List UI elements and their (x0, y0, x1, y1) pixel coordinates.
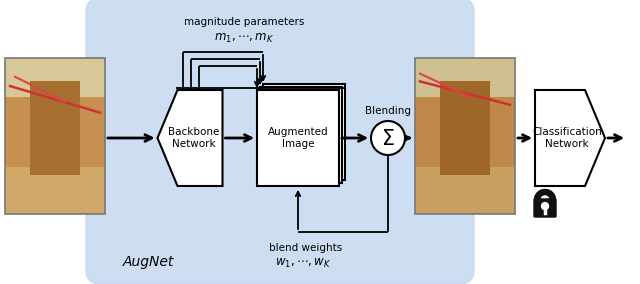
Bar (5, 58, 105, 214)
Bar (5, 58, 105, 214)
Text: $m_1, \cdots, m_K$: $m_1, \cdots, m_K$ (214, 32, 274, 45)
FancyBboxPatch shape (86, 0, 474, 284)
Polygon shape (157, 90, 223, 186)
Text: AugNet: AugNet (122, 255, 173, 269)
Text: Backbone
Network: Backbone Network (168, 127, 220, 149)
Polygon shape (535, 90, 605, 186)
Bar (5, 58, 105, 105)
Bar (415, 58, 515, 214)
Bar (440, 82, 490, 175)
Bar (415, 167, 515, 214)
Bar (415, 97, 515, 167)
Bar (415, 58, 515, 105)
Bar (30, 82, 80, 175)
Bar (260, 87, 342, 183)
Bar (415, 58, 515, 214)
Bar (5, 97, 105, 167)
Text: magnitude parameters: magnitude parameters (184, 17, 304, 27)
Text: $w_1, \cdots, w_K$: $w_1, \cdots, w_K$ (275, 256, 332, 270)
Text: Augmented
Image: Augmented Image (268, 127, 328, 149)
Circle shape (371, 121, 405, 155)
Circle shape (541, 202, 548, 210)
Bar (257, 90, 339, 186)
Bar (263, 84, 345, 180)
FancyBboxPatch shape (534, 199, 556, 217)
Bar (5, 167, 105, 214)
Text: Classification
Network: Classification Network (532, 127, 602, 149)
Text: Blending: Blending (365, 106, 411, 116)
Text: blend weights: blend weights (269, 243, 342, 253)
Text: $\Sigma$: $\Sigma$ (381, 129, 395, 149)
